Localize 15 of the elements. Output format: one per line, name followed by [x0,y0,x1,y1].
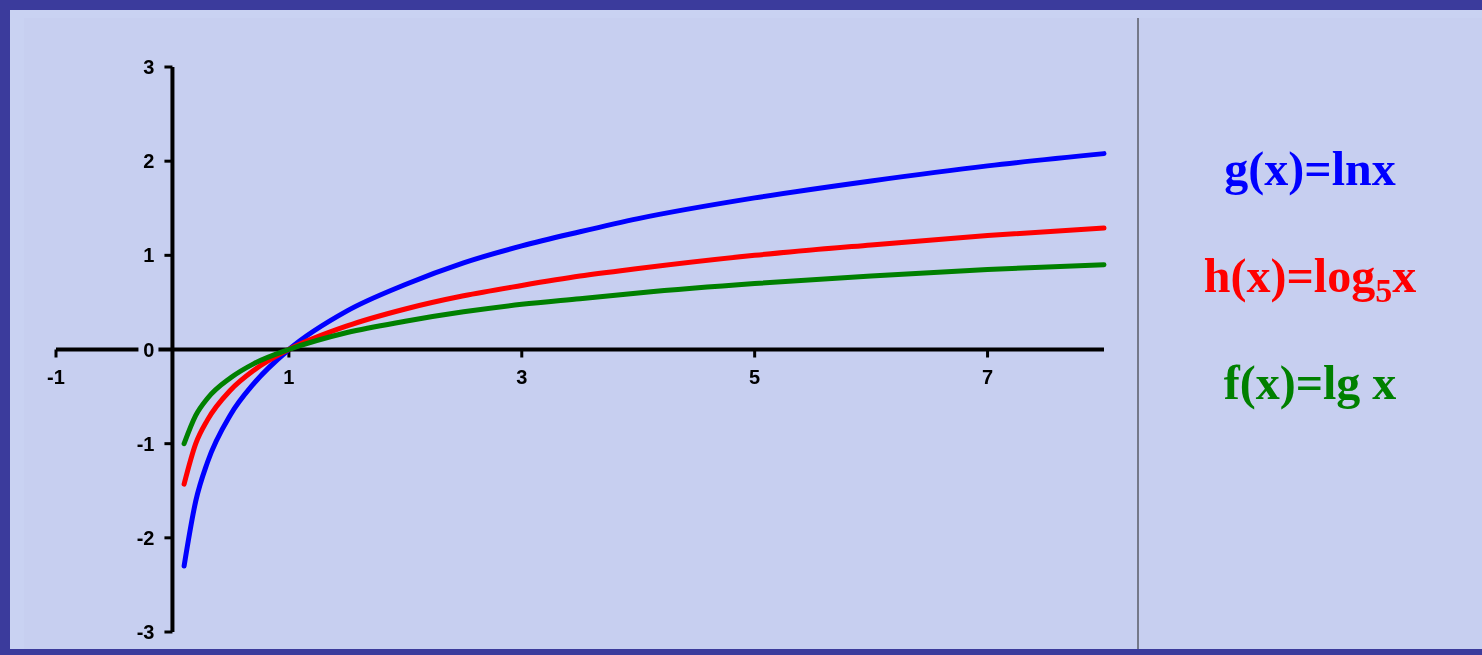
x-tick-label: -1 [47,365,65,388]
y-tick-label: -3 [136,621,155,643]
x-tick-label: 5 [749,365,761,388]
y-tick-label: 3 [143,56,155,78]
x-tick-label: 3 [516,365,528,388]
text: h(x)=log$_{5}$x [1203,249,1417,310]
x-tick-label: 7 [981,365,994,388]
text: g(x)=lnx [1224,142,1396,196]
y-tick-label: -2 [136,526,155,549]
y-tick-label: 1 [143,244,155,267]
y-tick-label: 2 [143,150,155,173]
text: f(x)=lg x [1223,356,1397,410]
y-tick-label: 0 [143,338,155,361]
x-tick-label: 1 [283,365,295,388]
y-tick-label: -1 [136,432,155,455]
